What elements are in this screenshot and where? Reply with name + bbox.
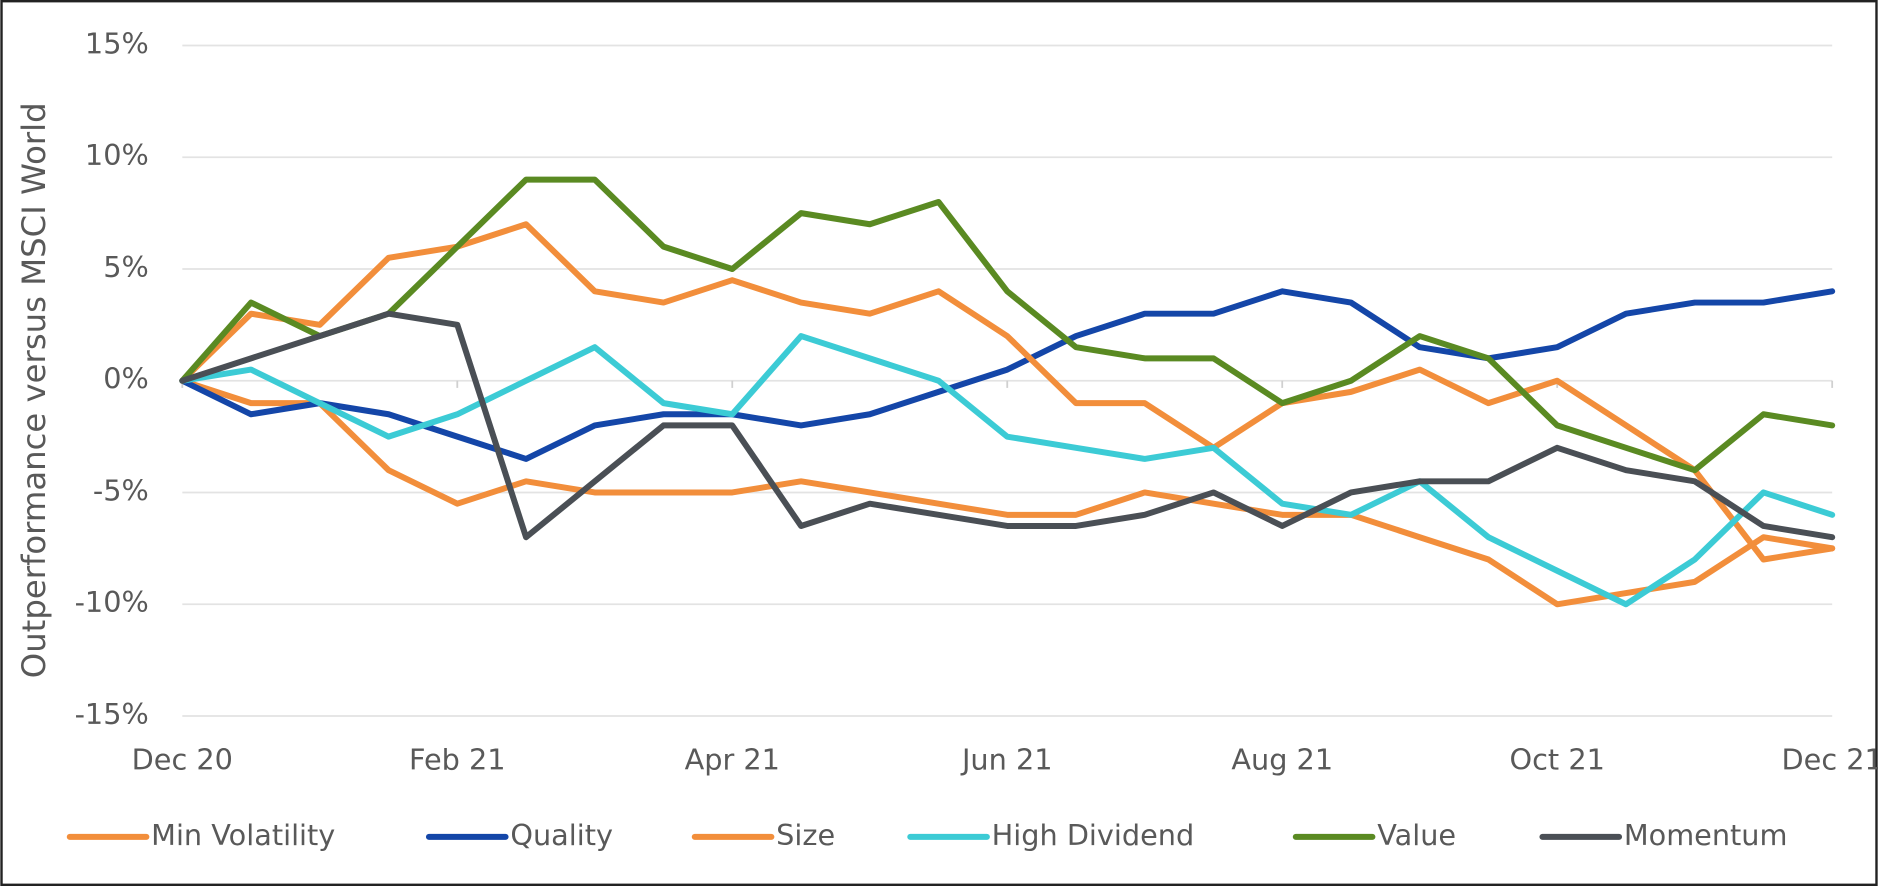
legend-label: Size: [776, 818, 835, 852]
y-tick-label: 5%: [103, 250, 149, 284]
x-tick-label: Feb 21: [409, 742, 506, 776]
y-tick-label: 0%: [103, 362, 149, 396]
x-tick-label: Oct 21: [1510, 742, 1605, 776]
series-line: [179, 288, 1836, 462]
x-tick-label: Dec 21: [1782, 742, 1878, 776]
x-tick-label: Jun 21: [960, 742, 1053, 776]
x-tick-label: Apr 21: [685, 742, 780, 776]
legend-label: Min Volatility: [151, 818, 335, 852]
y-tick-label: -15%: [75, 697, 149, 731]
legend-label: Quality: [510, 818, 613, 852]
series-line: [179, 333, 1836, 608]
y-axis-label: Outperformance versus MSCI World: [15, 102, 53, 678]
legend-label: High Dividend: [992, 818, 1195, 852]
y-tick-label: -5%: [93, 473, 149, 507]
legend-label: Value: [1377, 818, 1456, 852]
series-line: [179, 310, 1836, 541]
x-tick-label: Dec 20: [132, 742, 233, 776]
x-tick-label: Aug 21: [1231, 742, 1333, 776]
series-line: [179, 377, 1836, 608]
legend-label: Momentum: [1624, 818, 1788, 852]
y-tick-label: -10%: [75, 585, 149, 619]
y-tick-label: 15%: [85, 26, 149, 60]
series-line: [179, 176, 1836, 474]
y-tick-label: 10%: [85, 138, 149, 172]
